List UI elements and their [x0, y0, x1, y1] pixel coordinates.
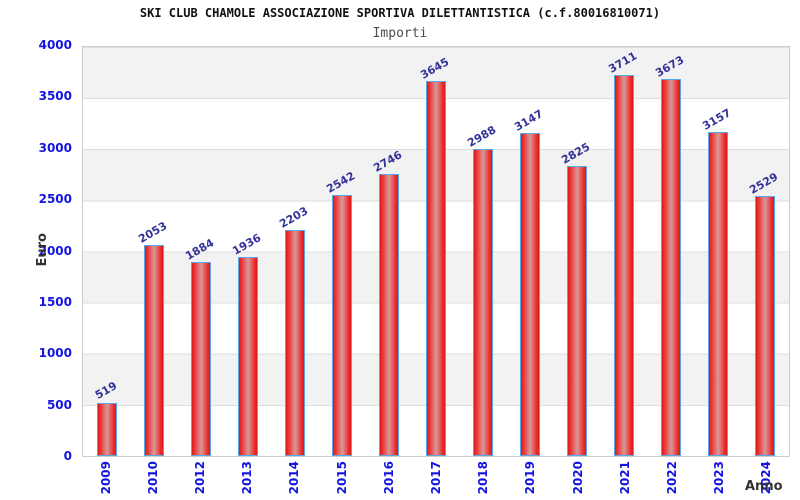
chart-title: SKI CLUB CHAMOLE ASSOCIAZIONE SPORTIVA D… — [139, 6, 661, 20]
bar-slot-2015: 2542 — [318, 47, 365, 456]
x-tick-slot: 2018 — [460, 461, 507, 499]
bar-slot-2021: 3711 — [601, 47, 648, 456]
x-tick-label: 2021 — [617, 461, 632, 495]
x-tick-slot: 2022 — [648, 461, 695, 499]
bar-slot-2013: 1936 — [224, 47, 271, 456]
bar-slot-2012: 1884 — [177, 47, 224, 456]
bar-slot-2023: 3157 — [695, 47, 742, 456]
bar-2022 — [661, 79, 682, 456]
bar-value-label: 3711 — [606, 49, 640, 76]
bar-slot-2019: 3147 — [507, 47, 554, 456]
bar-2023 — [708, 132, 729, 456]
x-tick-slot: 2014 — [271, 461, 318, 499]
x-tick-label: 2015 — [334, 461, 349, 495]
bar-value-label: 1884 — [182, 236, 216, 263]
bar-slot-2024: 2529 — [742, 47, 789, 456]
plot-area: 519 2053 1884 1936 2203 2542 2746 3645 2988 3147 2… — [82, 46, 790, 457]
y-axis-tick-labels: 0 500 1000 1500 2000 2500 3000 3500 4000 — [0, 0, 72, 500]
y-tick-label: 1000 — [38, 346, 72, 361]
bar-value-label: 3157 — [700, 106, 734, 133]
bar-value-label: 2746 — [371, 148, 405, 175]
bar-2016 — [378, 174, 399, 456]
x-tick-label: 2020 — [570, 461, 585, 495]
x-tick-label: 2018 — [476, 461, 491, 495]
y-tick-label: 4000 — [38, 38, 72, 52]
x-tick-slot: 2016 — [365, 461, 412, 499]
bar-slot-2022: 3673 — [648, 47, 695, 456]
bar-value-label: 2542 — [324, 169, 358, 196]
bar-2017 — [425, 81, 446, 456]
y-tick-label: 2000 — [38, 243, 72, 258]
chart-subtitle: Importi — [372, 26, 428, 41]
x-axis-tick-labels: 2009 2010 2012 2013 2014 2015 2016 2017 2018 2019… — [82, 461, 790, 499]
bar-value-label: 3673 — [653, 53, 687, 80]
x-tick-slot: 2010 — [129, 461, 176, 499]
bars-row: 519 2053 1884 1936 2203 2542 2746 3645 2988 3147 2… — [83, 47, 789, 456]
bar-slot-2017: 3645 — [412, 47, 459, 456]
x-tick-label: 2017 — [429, 461, 444, 495]
x-tick-slot: 2013 — [224, 461, 271, 499]
bar-slot-2018: 2988 — [460, 47, 507, 456]
bar-value-label: 2988 — [465, 123, 499, 150]
bar-slot-2014: 2203 — [271, 47, 318, 456]
x-tick-slot: 2015 — [318, 461, 365, 499]
bar-2024 — [755, 196, 776, 456]
bar-2020 — [567, 166, 588, 456]
y-tick-label: 3000 — [38, 140, 72, 155]
x-tick-slot: 2009 — [82, 461, 129, 499]
x-tick-slot: 2012 — [176, 461, 223, 499]
bar-slot-2016: 2746 — [365, 47, 412, 456]
x-tick-slot: 2023 — [696, 461, 743, 499]
bar-slot-2020: 2825 — [554, 47, 601, 456]
bar-2012 — [190, 262, 211, 456]
x-tick-label: 2016 — [381, 461, 396, 495]
x-tick-label: 2023 — [712, 461, 727, 495]
bar-value-label: 2529 — [747, 170, 781, 197]
bar-value-label: 2203 — [277, 204, 311, 231]
bar-2015 — [331, 195, 352, 456]
y-tick-label: 500 — [46, 397, 72, 412]
bar-value-label: 2825 — [559, 140, 593, 167]
bar-2021 — [614, 75, 635, 456]
bar-value-label: 1936 — [229, 231, 264, 258]
x-tick-label: 2009 — [98, 461, 113, 495]
y-tick-label: 2500 — [38, 192, 72, 207]
bar-2014 — [284, 230, 305, 456]
x-tick-slot: 2017 — [412, 461, 459, 499]
x-axis-title: Anno — [745, 479, 783, 494]
y-tick-label: 0 — [63, 449, 72, 463]
y-tick-label: 3500 — [38, 89, 72, 104]
x-tick-label: 2013 — [240, 461, 255, 495]
bar-2018 — [473, 149, 494, 456]
bar-2010 — [143, 245, 164, 456]
bar-2009 — [96, 403, 117, 456]
bar-value-label: 3645 — [418, 55, 452, 82]
bar-slot-2009: 519 — [83, 47, 130, 456]
bar-value-label: 3147 — [512, 107, 546, 134]
x-tick-slot: 2021 — [601, 461, 648, 499]
x-tick-slot: 2020 — [554, 461, 601, 499]
x-tick-label: 2014 — [287, 461, 302, 495]
x-tick-label: 2022 — [665, 461, 680, 495]
bar-2013 — [237, 257, 258, 456]
x-tick-label: 2010 — [145, 461, 160, 495]
y-tick-label: 1500 — [38, 294, 72, 309]
x-tick-slot: 2019 — [507, 461, 554, 499]
bar-value-label: 2053 — [135, 219, 169, 246]
x-tick-label: 2019 — [523, 461, 538, 495]
bar-slot-2010: 2053 — [130, 47, 177, 456]
x-tick-label: 2012 — [193, 461, 207, 495]
bar-2019 — [520, 133, 541, 456]
y-axis-title: Euro — [35, 233, 50, 267]
bar-value-label: 519 — [92, 379, 119, 402]
